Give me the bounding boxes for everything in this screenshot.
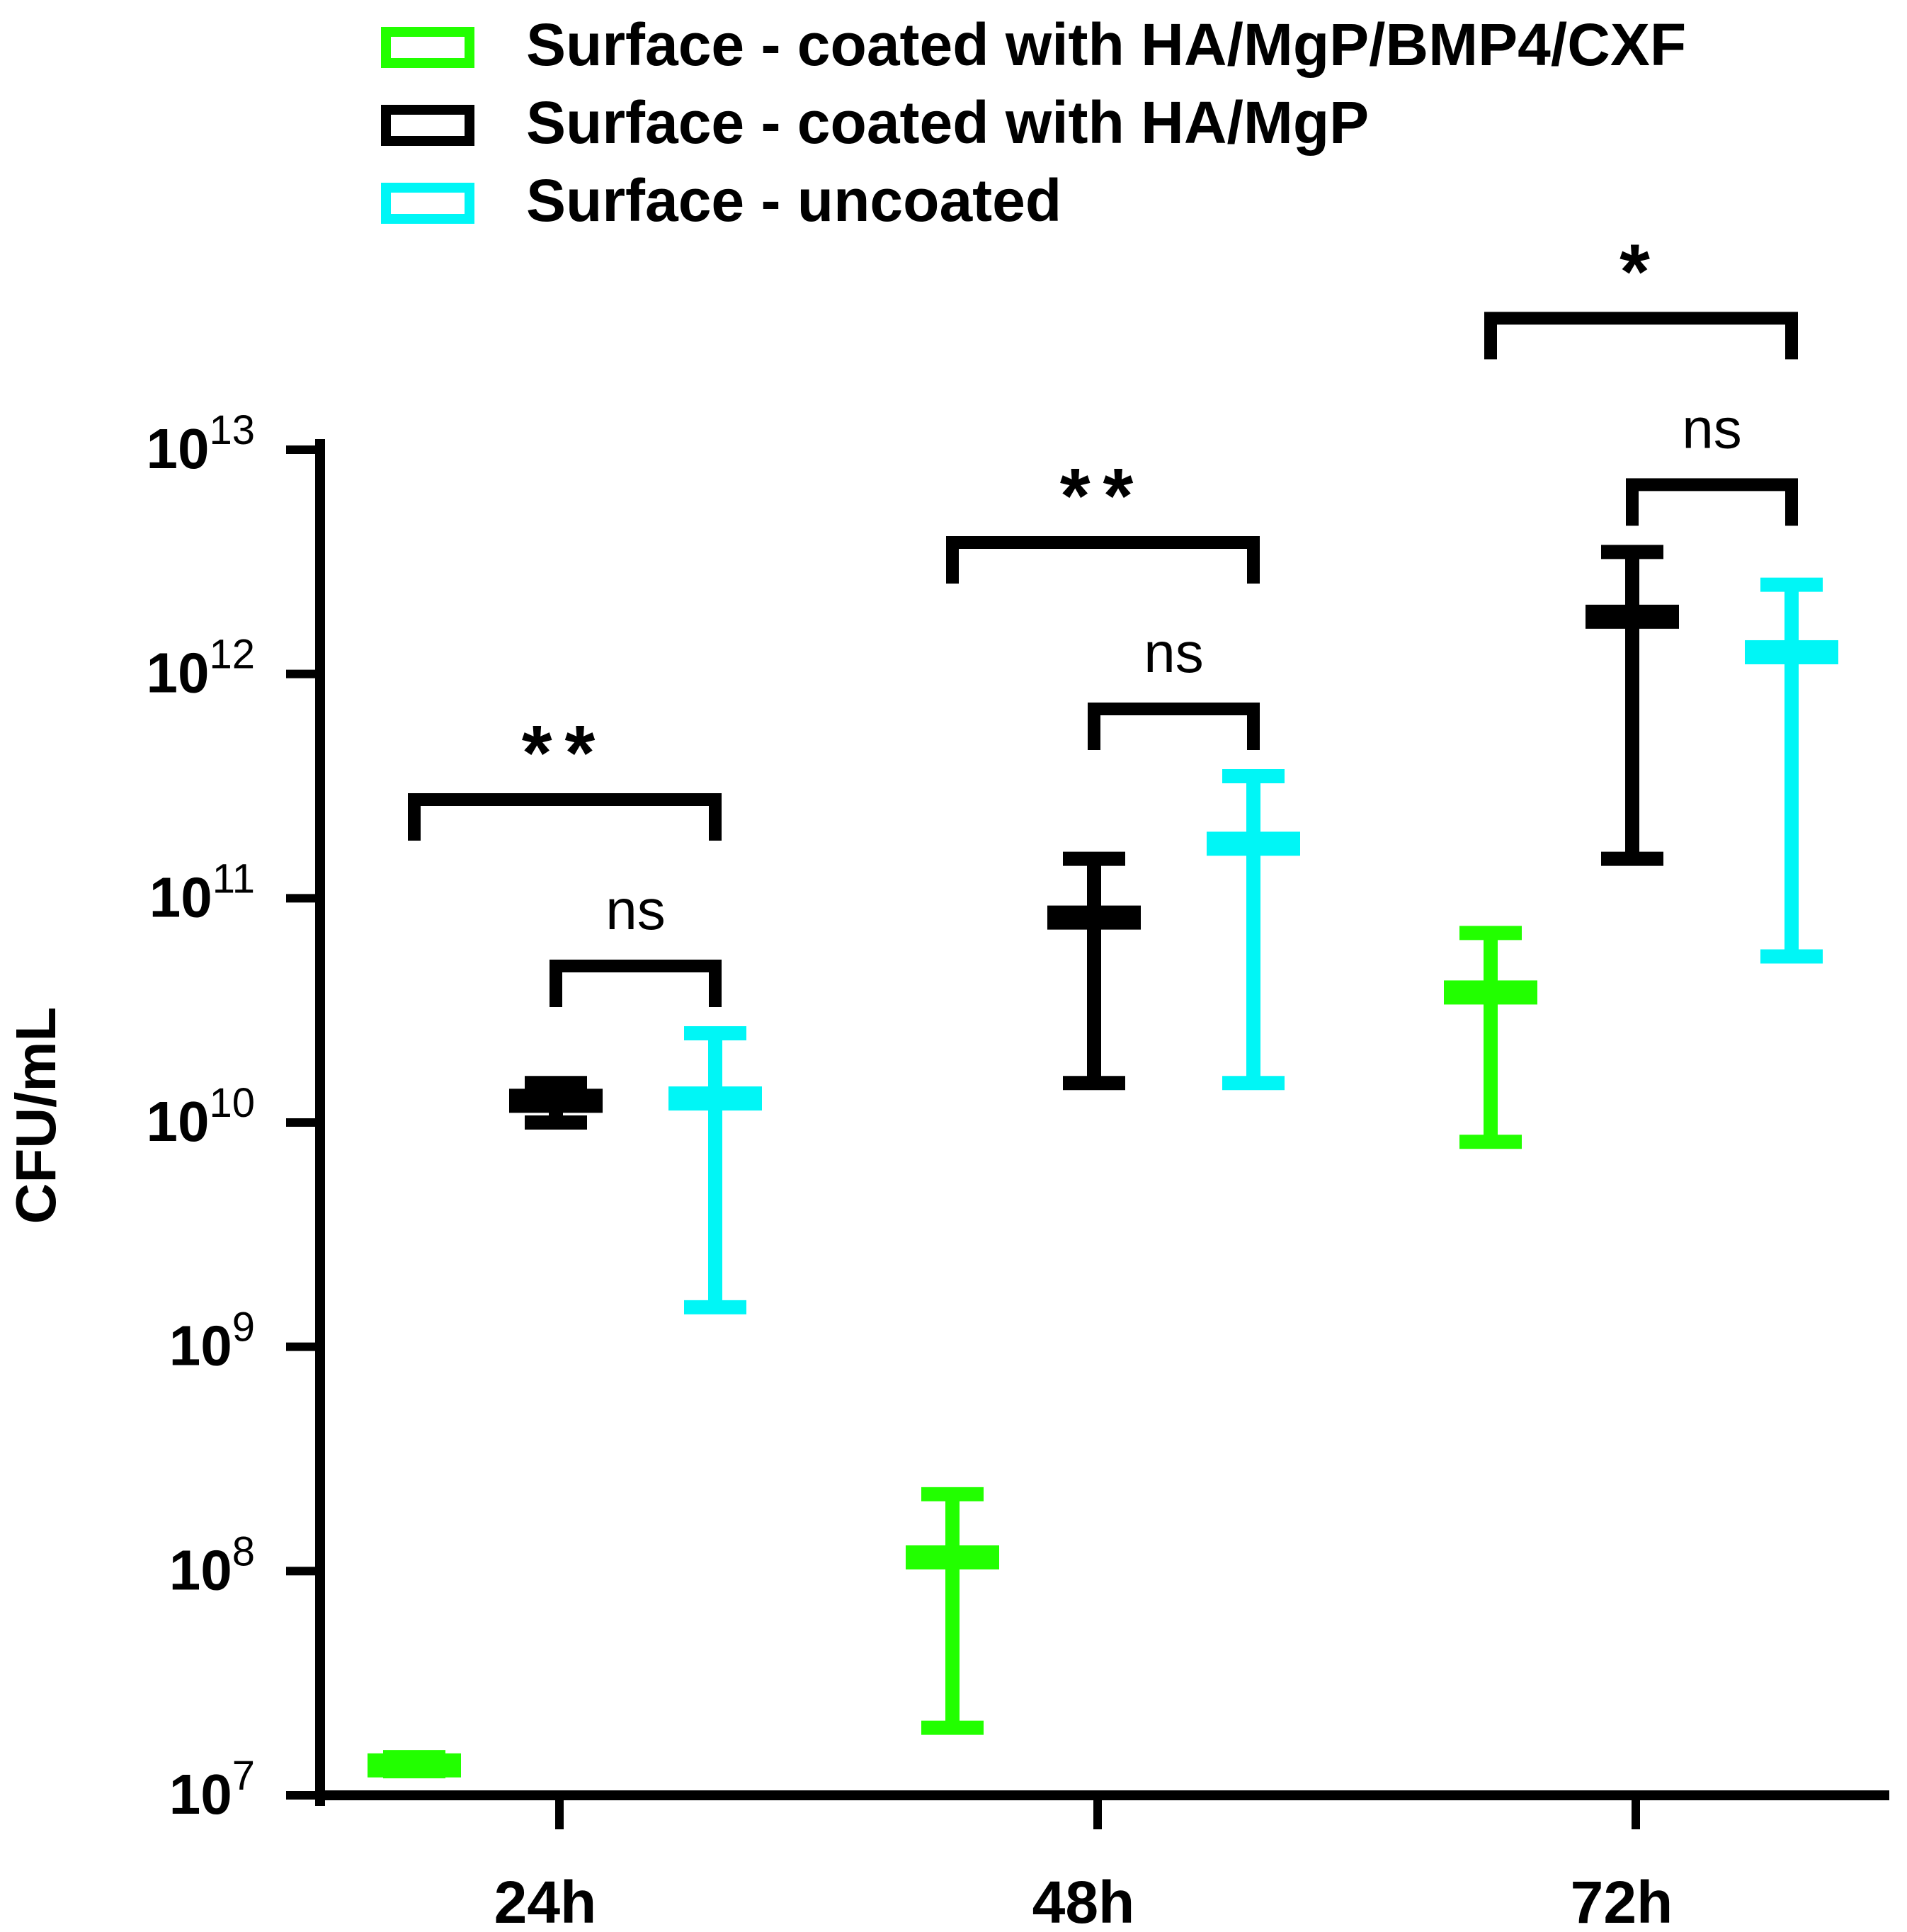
- bracket-line: [1484, 312, 1798, 360]
- error-bar-group: [1207, 769, 1300, 1091]
- significance-bracket: *: [1484, 228, 1798, 360]
- significance-label: **: [522, 710, 608, 797]
- significance-bracket: ns: [1088, 621, 1260, 751]
- y-tick-label: 107: [169, 1753, 255, 1826]
- legend-swatch: [381, 183, 474, 224]
- y-tick-label: 108: [169, 1528, 255, 1601]
- y-tick-label: 109: [169, 1305, 255, 1377]
- mean-marker: [1444, 980, 1537, 1005]
- legend-item: Surface - coated with HA/MgP/BMP4/CXF: [381, 11, 1686, 78]
- legend: Surface - coated with HA/MgP/BMP4/CXF Sur…: [381, 11, 1686, 234]
- bracket-line: [1088, 703, 1260, 751]
- mean-marker: [1745, 640, 1838, 664]
- legend-label: Surface - coated with HA/MgP/BMP4/CXF: [526, 11, 1686, 78]
- legend-swatch: [381, 27, 474, 68]
- mean-marker: [906, 1545, 999, 1570]
- legend-item: Surface - uncoated: [381, 167, 1061, 234]
- mean-marker: [1207, 831, 1300, 856]
- significance-bracket: ns: [1626, 397, 1798, 526]
- significance-label: *: [1619, 228, 1663, 315]
- y-tick-label: 1010: [147, 1080, 256, 1153]
- legend-label: Surface - coated with HA/MgP: [526, 89, 1369, 156]
- y-tick-label: 1011: [149, 856, 255, 928]
- y-tick-label: 1013: [147, 407, 256, 480]
- mean-marker: [668, 1086, 762, 1111]
- x-tick-label: 48h: [1032, 1869, 1135, 1932]
- x-tick-label: 72h: [1571, 1869, 1673, 1932]
- legend-item: Surface - coated with HA/MgP: [381, 89, 1369, 156]
- bracket-line: [408, 792, 722, 841]
- significance-label: **: [1060, 453, 1146, 540]
- error-bar-group: [1745, 577, 1838, 964]
- significance-bracket: **: [946, 453, 1260, 584]
- significance-label: ns: [1682, 397, 1742, 460]
- error-bar-group: [368, 1750, 461, 1779]
- legend-label: Surface - uncoated: [526, 167, 1061, 234]
- bracket-line: [946, 536, 1260, 584]
- significance-label: ns: [1144, 621, 1204, 684]
- significance-label: ns: [605, 878, 666, 941]
- data-marks: [368, 545, 1838, 1779]
- error-bar-group: [1047, 851, 1141, 1091]
- mean-marker: [368, 1753, 461, 1778]
- error-bar-group: [1444, 926, 1537, 1149]
- axes: CFU/mL 107 108 109 1010 1011 1012 1013 24h 48h 72…: [4, 407, 1889, 1932]
- mean-marker: [1586, 604, 1679, 629]
- error-bar-group: [668, 1025, 762, 1314]
- mean-marker: [509, 1089, 603, 1113]
- significance-bracket: ns: [550, 878, 722, 1007]
- error-bar-group: [906, 1487, 999, 1735]
- significance-brackets: ** ns ** ns * ns: [408, 228, 1798, 1007]
- y-tick-label: 1012: [147, 632, 256, 705]
- bracket-line: [550, 959, 722, 1007]
- error-bar-group: [509, 1076, 603, 1130]
- bracket-line: [1626, 478, 1798, 526]
- y-axis-label: CFU/mL: [4, 1007, 67, 1224]
- mean-marker: [1047, 905, 1141, 930]
- significance-bracket: **: [408, 710, 722, 841]
- legend-swatch: [381, 105, 474, 146]
- x-tick-label: 24h: [494, 1869, 597, 1932]
- error-bar-group: [1586, 545, 1679, 866]
